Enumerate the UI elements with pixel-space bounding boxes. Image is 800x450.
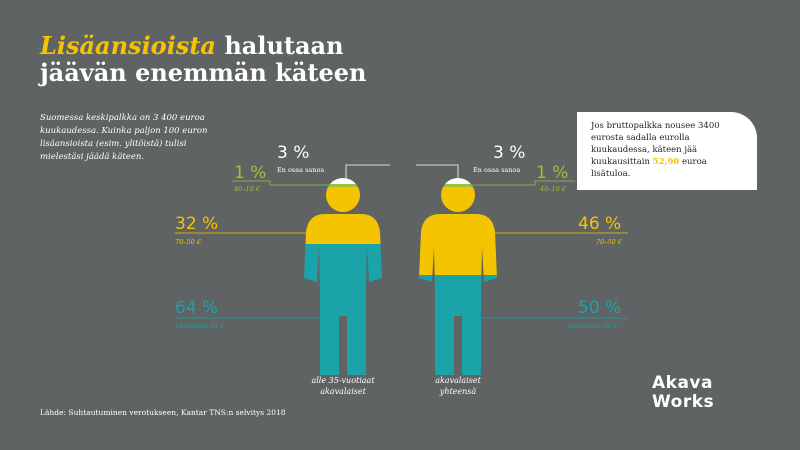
left-fill-teal — [304, 244, 382, 375]
source-note: Lähde: Suhtautuminen verotukseen, Kantar… — [40, 408, 286, 417]
main-title: Lisäansioista halutaan jäävän enemmän kä… — [40, 32, 366, 86]
right-yellow-label: 70–50 € — [596, 238, 622, 246]
left-caption-line2: akavalaiset — [320, 387, 366, 396]
info-card-text: Jos bruttopalkka nousee 3400 eurosta sad… — [591, 121, 720, 167]
right-fill-teal — [419, 275, 497, 375]
title-rest: halutaan — [224, 31, 344, 60]
left-unsure-pct: 3 % — [277, 143, 310, 163]
logo-line1: Akava — [652, 373, 713, 393]
right-teal-label: Vähintään 60 € — [568, 322, 618, 330]
left-unsure-label: En osaa sanoa — [277, 166, 325, 174]
right-fill-yellow — [419, 187, 497, 275]
left-teal-label: Vähintään 60 € — [175, 322, 225, 330]
title-highlight: Lisäansioista — [40, 31, 216, 60]
right-unsure-pct: 3 % — [493, 143, 526, 163]
right-green-pct: 1 % — [536, 163, 569, 183]
right-teal-pct: 50 % — [578, 298, 622, 318]
left-green-line — [232, 180, 340, 186]
right-green-line — [464, 180, 575, 186]
info-card-amount: 52,90 — [652, 157, 680, 167]
left-unsure-line — [345, 164, 390, 180]
right-yellow-pct: 46 % — [578, 214, 622, 234]
left-teal-pct: 64 % — [175, 298, 219, 318]
left-yellow-label: 70–50 € — [175, 238, 201, 246]
right-caption-line2: yhteensä — [439, 387, 477, 396]
info-card: Jos bruttopalkka nousee 3400 eurosta sad… — [577, 112, 757, 190]
right-green-label: 40–10 € — [540, 185, 566, 193]
left-figure-caption: alle 35-vuotiaat akavalaiset — [293, 375, 393, 397]
right-fill-unsure — [419, 178, 497, 184]
left-yellow-pct: 32 % — [175, 214, 219, 234]
left-fill-green — [304, 184, 382, 187]
left-caption-line1: alle 35-vuotiaat — [311, 376, 375, 385]
left-fill-unsure — [304, 178, 382, 184]
logo-line2: Works — [652, 392, 715, 412]
info-card-text-end: euroa lisätuloa. — [591, 157, 707, 179]
right-caption-line1: akavalaiset — [435, 376, 481, 385]
right-unsure-line — [416, 164, 459, 180]
right-unsure-label: En osaa sanoa — [473, 166, 521, 174]
left-person-icon — [304, 178, 382, 375]
left-fill-yellow — [304, 187, 382, 244]
right-figure-caption: akavalaiset yhteensä — [408, 375, 508, 397]
left-green-label: 40–10 € — [234, 185, 260, 193]
left-green-pct: 1 % — [234, 163, 267, 183]
intro-text: Suomessa keskipalkka on 3 400 euroa kuuk… — [40, 113, 208, 162]
title-line2: jäävän enemmän käteen — [40, 58, 367, 87]
akava-works-logo: Akava Works — [652, 374, 714, 412]
right-person-icon — [419, 178, 497, 375]
right-fill-green — [419, 184, 497, 187]
